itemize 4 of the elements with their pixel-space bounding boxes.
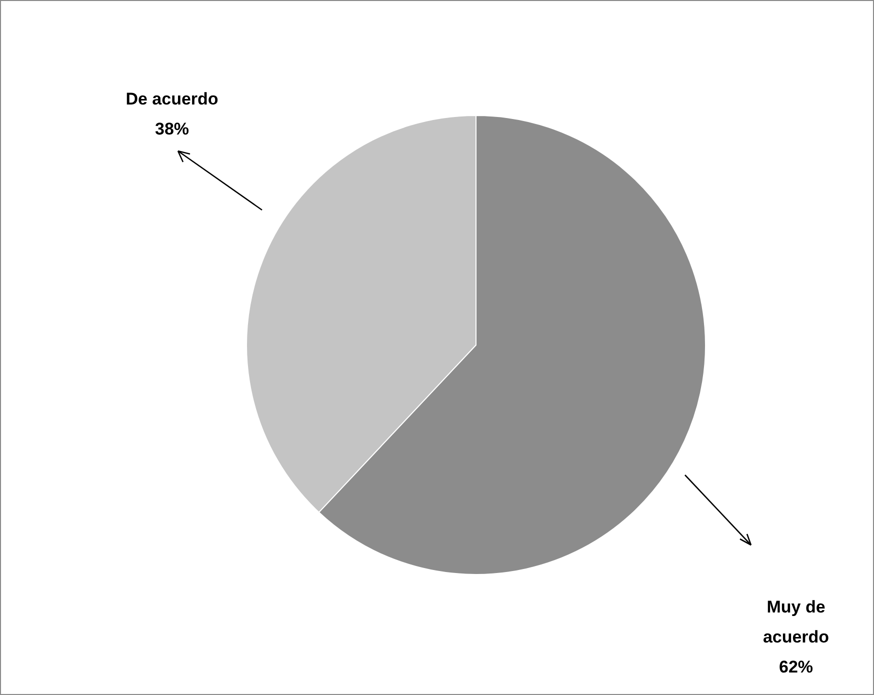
data-label: 38% [154,120,190,139]
slice-label: Muy de acuerdo [762,598,830,647]
data-label: 62% [778,658,814,677]
slice-label: De acuerdo [126,90,218,109]
